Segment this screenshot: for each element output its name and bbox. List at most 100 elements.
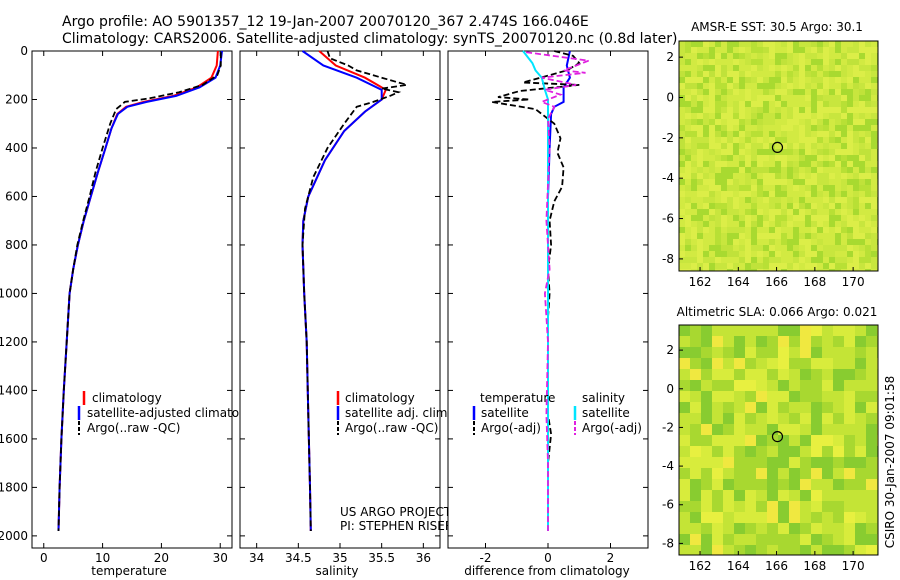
heatmap-cell	[721, 245, 727, 251]
heatmap-cell	[853, 53, 859, 59]
heatmap-cell	[769, 233, 775, 239]
heatmap-cell	[778, 380, 789, 391]
heatmap-cell	[817, 47, 823, 53]
heatmap-cell	[769, 173, 775, 179]
heatmap-cell	[829, 191, 835, 197]
heatmap-cell	[847, 41, 853, 47]
heatmap-cell	[817, 239, 823, 245]
heatmap-cell	[775, 263, 781, 269]
heatmap-cell	[841, 137, 847, 143]
heatmap-cell	[715, 161, 721, 167]
heatmap-cell	[767, 501, 778, 512]
heatmap-cell	[679, 77, 685, 83]
heatmap-cell	[745, 125, 751, 131]
heatmap-cell	[715, 137, 721, 143]
heatmap-cell	[767, 468, 778, 479]
heatmap-cell	[727, 143, 733, 149]
heatmap-cell	[859, 125, 865, 131]
heatmap-cell	[800, 457, 811, 468]
heatmap-cell	[745, 89, 751, 95]
heatmap-cell	[769, 59, 775, 65]
heatmap-cell	[745, 523, 756, 534]
heatmap-cell	[871, 251, 877, 257]
heatmap-cell	[844, 402, 855, 413]
heatmap-cell	[871, 47, 877, 53]
heatmap-cell	[822, 545, 833, 555]
heatmap-cell	[745, 336, 756, 347]
heatmap-cell	[733, 161, 739, 167]
heatmap-cell	[769, 113, 775, 119]
heatmap-cell	[823, 155, 829, 161]
heatmap-cell	[745, 402, 756, 413]
heatmap-cell	[733, 95, 739, 101]
heatmap-cell	[751, 59, 757, 65]
y-tick-label: -4	[662, 171, 674, 185]
heatmap-cell	[756, 369, 767, 380]
heatmap-cell	[787, 101, 793, 107]
heatmap-cell	[685, 41, 691, 47]
heatmap-cell	[855, 479, 866, 490]
heatmap-cell	[829, 59, 835, 65]
heatmap-cell	[739, 137, 745, 143]
heatmap-cell	[691, 143, 697, 149]
heatmap-cell	[805, 167, 811, 173]
heatmap-cell	[835, 101, 841, 107]
heatmap-cell	[733, 233, 739, 239]
heatmap-cell	[853, 83, 859, 89]
heatmap-cell	[835, 197, 841, 203]
heatmap-cell	[679, 113, 685, 119]
heatmap-cell	[787, 197, 793, 203]
heatmap-cell	[859, 257, 865, 263]
heatmap-cell	[690, 468, 701, 479]
heatmap-cell	[745, 149, 751, 155]
heatmap-cell	[855, 446, 866, 457]
heatmap-cell	[769, 95, 775, 101]
heatmap-cell	[679, 435, 690, 446]
heatmap-cell	[841, 239, 847, 245]
heatmap-cell	[712, 413, 723, 424]
heatmap-cell	[721, 269, 727, 271]
heatmap-cell	[841, 221, 847, 227]
heatmap-cell	[703, 263, 709, 269]
heatmap-cell	[871, 143, 877, 149]
heatmap-cell	[721, 143, 727, 149]
heatmap-cell	[775, 155, 781, 161]
heatmap-cell	[723, 446, 734, 457]
heatmap-cell	[679, 251, 685, 257]
heatmap-cell	[745, 137, 751, 143]
heatmap-cell	[709, 245, 715, 251]
heatmap-cell	[691, 245, 697, 251]
heatmap-cell	[757, 149, 763, 155]
heatmap-cell	[805, 53, 811, 59]
heatmap-cell	[739, 215, 745, 221]
heatmap-cell	[757, 101, 763, 107]
heatmap-cell	[697, 77, 703, 83]
heatmap-cell	[823, 179, 829, 185]
heatmap-cell	[805, 197, 811, 203]
heatmap-cell	[691, 209, 697, 215]
heatmap-cell	[853, 101, 859, 107]
heatmap-cell	[703, 137, 709, 143]
heatmap-cell	[805, 119, 811, 125]
heatmap-cell	[817, 149, 823, 155]
heatmap-cell	[757, 47, 763, 53]
heatmap-cell	[829, 137, 835, 143]
heatmap-cell	[853, 161, 859, 167]
heatmap-cell	[781, 89, 787, 95]
heatmap-cell	[715, 77, 721, 83]
heatmap-cell	[833, 391, 844, 402]
heatmap-cell	[787, 77, 793, 83]
heatmap-cell	[775, 131, 781, 137]
heatmap-cell	[767, 512, 778, 523]
heatmap-cell	[865, 203, 871, 209]
heatmap-cell	[727, 227, 733, 233]
heatmap-cell	[817, 53, 823, 59]
heatmap-cell	[690, 402, 701, 413]
map-frame	[678, 324, 879, 556]
heatmap-cell	[871, 101, 877, 107]
heatmap-cell	[787, 119, 793, 125]
heatmap-cell	[811, 446, 822, 457]
heatmap-cell	[811, 155, 817, 161]
heatmap-cell	[697, 185, 703, 191]
heatmap-cell	[853, 233, 859, 239]
